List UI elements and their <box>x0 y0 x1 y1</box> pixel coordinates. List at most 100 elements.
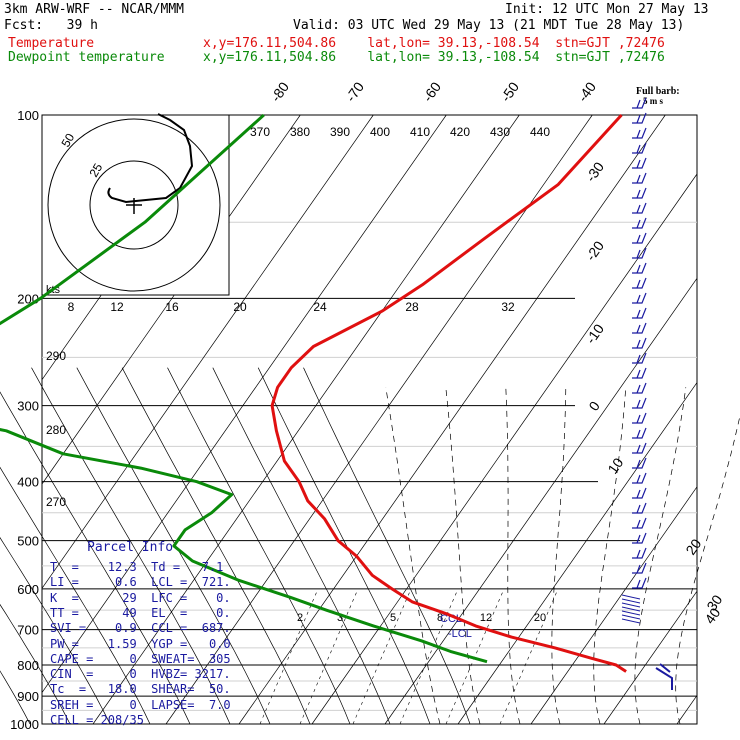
wind-barb <box>632 442 647 454</box>
isotherm <box>41 114 301 485</box>
temperature-legend-label: Temperature <box>8 36 95 51</box>
pressure-label: 500 <box>17 534 39 549</box>
pressure-label: 300 <box>17 399 39 414</box>
speed-tick: 24 <box>313 300 327 314</box>
mixing-ratio-label: 5 <box>390 612 396 624</box>
forecast-hour: Fcst: 39 h <box>4 18 98 33</box>
wind-barb <box>632 427 647 439</box>
mixing-ratio-label: 3 <box>337 612 343 624</box>
ccl-label: CCL <box>440 613 462 625</box>
isotherm-label: -70 <box>342 79 367 105</box>
parcel-info-row: CAPE = 0 SWEAT= 305 <box>50 651 231 666</box>
dry-adiabat <box>0 670 31 725</box>
wind-barb <box>621 614 641 620</box>
mixing-ratio-label: 12 <box>480 612 492 624</box>
theta-label: 270 <box>46 495 66 509</box>
valid-time: Valid: 03 UTC Wed 29 May 13 (21 MDT Tue … <box>293 18 685 33</box>
wind-barb <box>632 367 647 379</box>
theta-label: 430 <box>490 125 510 139</box>
moist-adiabat <box>675 414 740 725</box>
pressure-label: 100 <box>17 108 39 123</box>
dry-adiabat <box>303 367 471 725</box>
moist-adiabat <box>634 387 687 725</box>
wind-barb <box>632 577 647 589</box>
mixing-ratio-label: 2 <box>297 612 303 624</box>
moist-adiabat <box>505 387 521 725</box>
wind-barb <box>621 594 641 600</box>
dry-adiabat <box>31 367 231 725</box>
parcel-info-row: CELL = 208/35 <box>50 713 144 727</box>
dry-adiabat <box>0 537 111 725</box>
wind-barb <box>632 502 647 514</box>
dry-adiabat <box>76 367 271 725</box>
wind-barb <box>632 292 647 304</box>
wind-barb <box>632 172 647 184</box>
hodograph-ring-label: 50 <box>58 131 77 150</box>
theta-label: 440 <box>530 125 550 139</box>
wind-barb <box>621 618 641 624</box>
init-time: Init: 12 UTC Mon 27 May 13 <box>505 2 709 17</box>
dry-adiabat <box>0 603 71 725</box>
wind-barb <box>632 157 647 169</box>
wind-barb <box>632 262 647 274</box>
speed-tick: 8 <box>68 300 75 314</box>
moist-adiabat <box>385 387 441 725</box>
pressure-label: 1000 <box>10 717 39 732</box>
isotherm <box>676 695 698 725</box>
wind-barb <box>632 457 647 469</box>
isotherm <box>165 114 593 725</box>
speed-tick: 20 <box>233 300 247 314</box>
pressure-label: 400 <box>17 475 39 490</box>
pressure-label: 600 <box>17 582 39 597</box>
dry-adiabat <box>257 367 431 725</box>
wind-barb <box>621 606 641 612</box>
wind-barb <box>632 562 647 574</box>
full-barb-units: 5 m s <box>643 96 663 106</box>
dewpoint-legend-label: Dewpoint temperature <box>8 50 165 65</box>
isotherm-label: -50 <box>497 79 522 105</box>
mixing-ratio-line <box>259 588 319 725</box>
isotherm <box>384 278 698 725</box>
wind-barb <box>621 598 641 604</box>
theta-label: 280 <box>46 423 66 437</box>
pressure-label: 200 <box>17 291 39 306</box>
isotherm <box>238 114 666 725</box>
wind-barb <box>632 472 647 484</box>
theta-label: 390 <box>330 125 350 139</box>
mixing-ratio-line <box>499 588 559 725</box>
dry-adiabat <box>0 391 191 725</box>
wind-barb <box>632 97 647 109</box>
temperature-curve <box>270 113 627 673</box>
wind-barb <box>632 547 647 559</box>
wind-barb <box>632 382 647 394</box>
parcel-info-row: SREH = 0 LAPSE= 7.0 <box>50 697 231 712</box>
speed-tick: 32 <box>501 300 515 314</box>
theta-label: 380 <box>290 125 310 139</box>
isotherm-label: -10 <box>582 321 607 347</box>
parcel-info-title: Parcel Info <box>87 540 174 555</box>
theta-label: 420 <box>450 125 470 139</box>
dry-adiabat <box>0 466 151 725</box>
isotherm-label: -80 <box>267 79 292 105</box>
wind-barb <box>632 112 647 124</box>
wind-barb <box>632 487 647 499</box>
parcel-info-row: LI = 0.6 LCL = 721. <box>50 575 231 590</box>
parcel-info-row: CIN = 0 HVBZ= 3217. <box>50 667 231 682</box>
wind-barb <box>632 277 647 289</box>
wind-barb <box>632 412 647 424</box>
mixing-ratio-label: 20 <box>534 612 546 624</box>
isotherm <box>41 114 374 589</box>
parcel-info-row: SVI = 0.9 CCL = 687. <box>50 621 231 636</box>
wind-barb <box>632 142 647 154</box>
theta-label: 290 <box>46 349 66 363</box>
dry-adiabat <box>167 367 351 725</box>
dry-adiabat <box>212 367 391 725</box>
wind-barb <box>632 202 647 214</box>
isotherm <box>457 382 698 725</box>
pressure-label: 900 <box>17 689 39 704</box>
hodograph-ring <box>47 118 221 292</box>
wind-barb <box>632 517 647 529</box>
wind-barb <box>632 232 647 244</box>
isotherm <box>311 173 698 725</box>
wind-barb <box>632 187 647 199</box>
